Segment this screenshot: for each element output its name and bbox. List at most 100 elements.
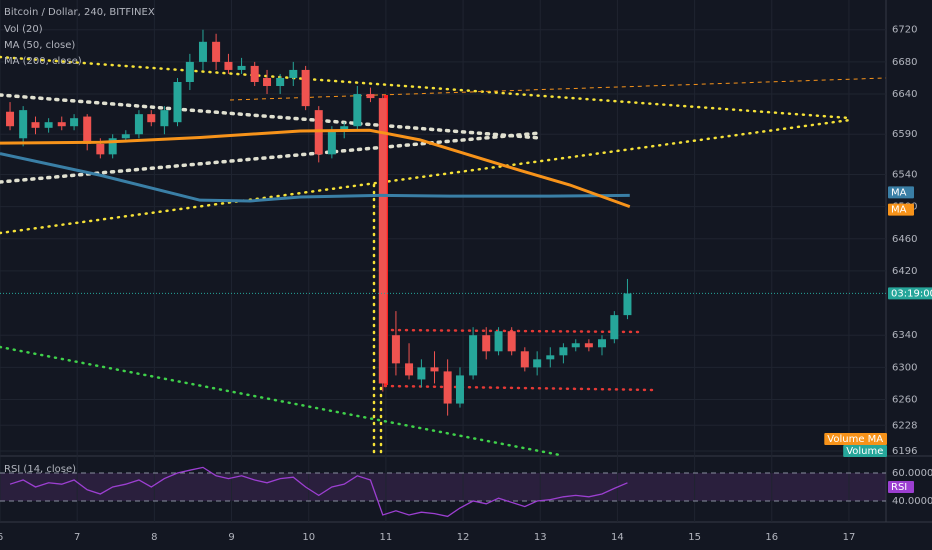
x-tick-label: 6: [0, 532, 3, 543]
trend-line: [229, 77, 887, 101]
candle-body: [571, 343, 580, 348]
price-tag-label: Volume: [846, 446, 883, 457]
candle-body: [443, 371, 452, 404]
y-tick-label: 6720: [892, 25, 917, 36]
x-tick-label: 17: [843, 532, 856, 543]
candle-body: [610, 315, 619, 340]
price-tag-label: MA: [891, 205, 907, 216]
range-line: [383, 328, 642, 334]
trend-line: [0, 55, 852, 120]
candle-body: [276, 77, 285, 87]
x-tick-label: 14: [611, 532, 624, 543]
price-tag: [888, 203, 914, 216]
candle-body: [96, 143, 105, 155]
price-tag: [888, 186, 914, 199]
candle-body: [520, 351, 529, 368]
candle-body: [70, 118, 79, 127]
indicator-label: Vol (20): [4, 24, 43, 35]
candle-body: [430, 367, 439, 372]
indicator-label: RSI (14, close): [4, 464, 76, 475]
price-tag: [824, 433, 887, 445]
price-tag-label: MA: [891, 187, 907, 198]
y-tick-label: 6196: [892, 446, 917, 457]
candle-body: [546, 355, 555, 360]
trend-line: [0, 345, 562, 457]
x-tick-label: 9: [228, 532, 234, 543]
candle-body: [623, 293, 632, 316]
candle-body: [533, 359, 542, 368]
chart-title: Bitcoin / Dollar, 240, BITFINEX: [4, 7, 155, 18]
candle-body: [185, 61, 194, 82]
x-tick-label: 11: [380, 532, 393, 543]
candle-body: [327, 130, 336, 155]
candle-body: [378, 98, 387, 384]
candle-body: [6, 111, 15, 127]
candle-body: [482, 335, 491, 352]
trend-line: [0, 118, 852, 235]
candle-body: [417, 367, 426, 380]
x-tick-label: 10: [302, 532, 315, 543]
y-tick-label: 6260: [892, 395, 917, 406]
y-tick-label: 6640: [892, 89, 917, 100]
candle-body: [173, 81, 182, 123]
price-tag: [843, 445, 887, 457]
candle-body: [289, 69, 298, 78]
indicator-label: MA (200, close): [4, 56, 82, 67]
candle-body: [160, 110, 169, 127]
candle-body: [237, 65, 246, 70]
candle-body: [198, 41, 207, 62]
price-tag-label: Volume MA: [827, 434, 883, 445]
candle-body: [494, 331, 503, 352]
y-tick-label: 40.0000: [892, 496, 932, 507]
x-tick-label: 13: [534, 532, 547, 543]
candle-body: [212, 41, 221, 62]
y-tick-label: 6680: [892, 57, 917, 68]
candle-body: [108, 138, 117, 155]
candle-body: [147, 114, 156, 123]
y-tick-label: 6460: [892, 234, 917, 245]
candle-body: [301, 69, 310, 107]
price-tag: [888, 287, 932, 300]
candle-body: [134, 114, 143, 135]
candle-body: [31, 122, 40, 128]
y-tick-label: 6590: [892, 129, 917, 140]
x-tick-label: 7: [74, 532, 80, 543]
x-tick-label: 8: [151, 532, 157, 543]
x-tick-label: 12: [457, 532, 470, 543]
candle-body: [366, 94, 375, 99]
y-tick-label: 6228: [892, 420, 917, 431]
candle-body: [19, 110, 28, 139]
candle-body: [250, 65, 259, 82]
price-tag: [888, 480, 914, 493]
y-tick-label: 60.0000: [892, 468, 932, 479]
rsi-band: [0, 473, 886, 501]
rsi-line: [9, 466, 628, 518]
trend-line: [0, 93, 542, 140]
candle-body: [507, 331, 516, 352]
candle-body: [224, 61, 233, 70]
y-tick-label: 6340: [892, 330, 917, 341]
candle-body: [584, 343, 593, 348]
y-tick-label: 6300: [892, 362, 917, 373]
candle-body: [405, 363, 414, 376]
candle-body: [263, 77, 272, 87]
candle-body: [353, 94, 362, 127]
x-tick-label: 16: [765, 532, 778, 543]
price-tag-label: 03:19:00: [891, 288, 932, 299]
moving-average: [0, 152, 630, 203]
y-tick-label: 6540: [892, 169, 917, 180]
candle-body: [597, 339, 606, 348]
price-tag-label: RSI: [891, 482, 907, 493]
candle-body: [391, 335, 400, 364]
indicator-label: MA (50, close): [4, 40, 75, 51]
candle-body: [455, 375, 464, 404]
moving-average: [0, 128, 631, 209]
candle-body: [83, 116, 92, 144]
candle-body: [559, 347, 568, 356]
x-tick-label: 15: [688, 532, 701, 543]
candle-body: [340, 126, 349, 131]
y-tick-label: 6420: [892, 266, 917, 277]
candle-body: [57, 122, 66, 127]
candle-body: [121, 134, 130, 139]
